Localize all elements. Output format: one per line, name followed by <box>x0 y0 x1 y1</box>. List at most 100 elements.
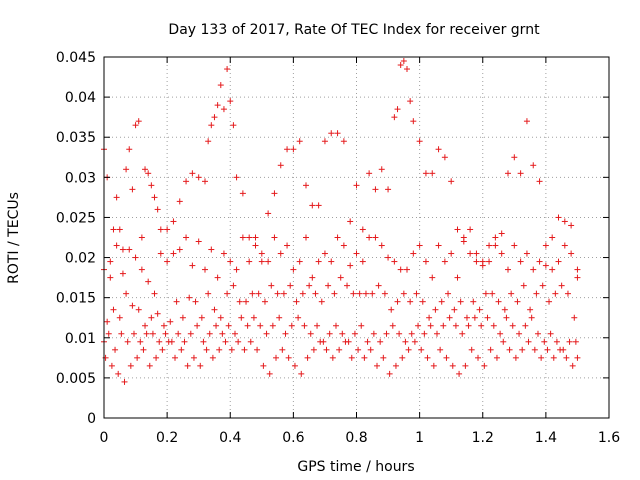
data-point <box>157 226 164 233</box>
data-point <box>205 138 212 145</box>
data-point <box>561 242 568 249</box>
data-point <box>138 266 145 273</box>
data-point <box>239 190 246 197</box>
y-tick-label: 0.035 <box>56 130 96 146</box>
data-point <box>198 314 205 321</box>
data-point <box>328 130 335 137</box>
data-point <box>233 174 240 181</box>
data-point <box>235 338 242 345</box>
data-point <box>132 122 139 129</box>
data-point <box>460 238 467 245</box>
data-point <box>564 290 571 297</box>
data-point <box>482 290 489 297</box>
y-tick-label: 0.02 <box>65 251 96 267</box>
data-point <box>514 298 521 305</box>
data-point <box>470 298 477 305</box>
data-point <box>375 282 382 289</box>
data-point <box>252 242 259 249</box>
data-point <box>129 186 136 193</box>
data-point <box>202 266 208 273</box>
data-point <box>126 246 133 253</box>
data-point <box>506 346 513 353</box>
data-point <box>110 226 117 233</box>
data-point <box>273 354 280 361</box>
y-axis-ticks: 0 0.005 0.01 0.015 0.02 0.025 0.03 0.035 0.04 0.0… <box>56 50 609 427</box>
data-point <box>332 322 339 329</box>
data-point <box>348 354 355 361</box>
data-point <box>329 354 336 361</box>
data-point <box>156 338 163 345</box>
data-point <box>486 242 493 249</box>
data-point <box>347 218 354 225</box>
data-point <box>142 322 149 329</box>
data-point <box>454 226 461 233</box>
data-point <box>266 370 273 377</box>
data-point <box>164 258 171 265</box>
data-point <box>261 298 268 305</box>
data-point <box>271 234 278 241</box>
data-point <box>520 282 527 289</box>
data-point <box>315 258 322 265</box>
data-point <box>462 362 469 369</box>
data-point <box>397 62 404 69</box>
y-tick-label: 0.03 <box>65 170 96 186</box>
data-point <box>463 314 470 321</box>
data-point <box>457 298 464 305</box>
data-point <box>314 322 321 329</box>
data-point <box>250 314 257 321</box>
data-point <box>549 234 556 241</box>
data-point <box>277 162 284 169</box>
data-point <box>119 246 126 253</box>
data-point <box>541 338 548 345</box>
x-tick-label: 0.6 <box>282 430 304 446</box>
data-point <box>446 314 453 321</box>
data-point <box>344 282 351 289</box>
data-point <box>284 146 291 153</box>
data-point <box>441 154 448 161</box>
data-point <box>127 362 134 369</box>
x-tick-label: 0.2 <box>156 430 178 446</box>
data-point <box>347 262 354 269</box>
data-point <box>416 138 423 145</box>
data-point <box>481 362 488 369</box>
data-point <box>525 338 532 345</box>
data-point <box>130 330 137 337</box>
data-point <box>544 346 551 353</box>
data-point <box>172 354 179 361</box>
data-point <box>508 290 515 297</box>
data-point <box>542 242 549 249</box>
data-point <box>538 354 545 361</box>
data-point <box>290 266 297 273</box>
data-point <box>429 274 436 281</box>
data-point <box>110 306 117 313</box>
data-point <box>527 306 534 313</box>
data-point <box>323 346 330 353</box>
data-point <box>211 114 218 121</box>
data-point <box>220 250 227 257</box>
data-point <box>124 338 131 345</box>
data-point <box>336 346 343 353</box>
data-point <box>274 290 281 297</box>
data-point <box>495 298 502 305</box>
data-point <box>394 298 401 305</box>
data-point <box>355 346 362 353</box>
data-point <box>183 234 190 241</box>
data-point <box>321 138 328 145</box>
data-point <box>107 258 114 265</box>
data-point <box>440 322 447 329</box>
data-point <box>164 226 171 233</box>
data-point <box>189 170 196 177</box>
data-point <box>190 354 197 361</box>
y-tick-label: 0.04 <box>65 90 96 106</box>
data-point <box>167 318 174 325</box>
data-point <box>208 122 215 129</box>
data-point <box>391 258 398 265</box>
data-point <box>449 362 456 369</box>
data-point <box>135 118 142 125</box>
data-point <box>115 370 122 377</box>
data-point <box>179 314 186 321</box>
data-point <box>359 226 366 233</box>
data-point <box>487 346 494 353</box>
data-point <box>503 314 510 321</box>
data-point <box>476 306 483 313</box>
